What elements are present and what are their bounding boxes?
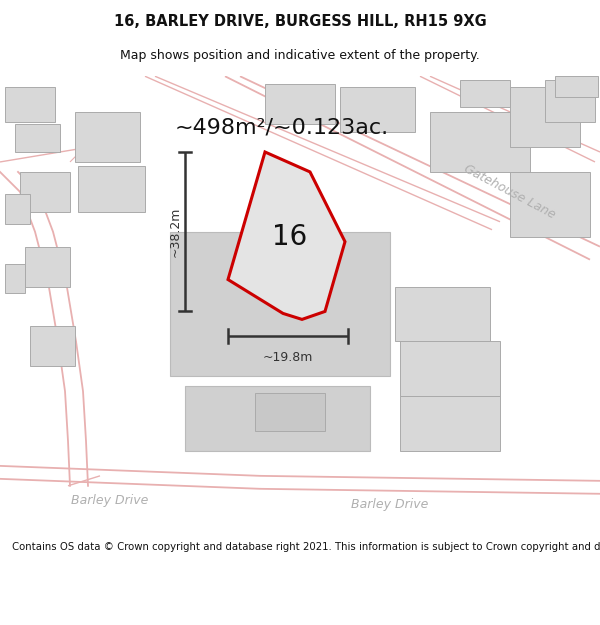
Polygon shape bbox=[75, 112, 140, 162]
Polygon shape bbox=[15, 124, 60, 152]
Polygon shape bbox=[5, 264, 25, 294]
Polygon shape bbox=[78, 166, 145, 212]
Polygon shape bbox=[5, 194, 30, 224]
Polygon shape bbox=[400, 341, 500, 396]
Text: 16: 16 bbox=[272, 222, 308, 251]
Text: ~498m²/~0.123ac.: ~498m²/~0.123ac. bbox=[175, 117, 389, 137]
Polygon shape bbox=[20, 172, 70, 212]
Polygon shape bbox=[5, 88, 55, 122]
Text: ~19.8m: ~19.8m bbox=[263, 351, 313, 364]
Polygon shape bbox=[228, 152, 345, 319]
Text: 16, BARLEY DRIVE, BURGESS HILL, RH15 9XG: 16, BARLEY DRIVE, BURGESS HILL, RH15 9XG bbox=[113, 14, 487, 29]
Text: Barley Drive: Barley Drive bbox=[352, 498, 428, 511]
Text: Barley Drive: Barley Drive bbox=[71, 494, 149, 508]
Polygon shape bbox=[555, 76, 598, 97]
Polygon shape bbox=[510, 172, 590, 237]
Text: Gatehouse Lane: Gatehouse Lane bbox=[462, 162, 558, 221]
Polygon shape bbox=[30, 326, 75, 366]
Text: ~38.2m: ~38.2m bbox=[169, 206, 182, 257]
Polygon shape bbox=[255, 393, 325, 431]
Polygon shape bbox=[510, 88, 580, 147]
Polygon shape bbox=[25, 247, 70, 286]
Polygon shape bbox=[340, 88, 415, 132]
Polygon shape bbox=[185, 386, 370, 451]
Polygon shape bbox=[265, 84, 335, 124]
Text: Map shows position and indicative extent of the property.: Map shows position and indicative extent… bbox=[120, 49, 480, 62]
Polygon shape bbox=[460, 80, 510, 107]
Polygon shape bbox=[395, 286, 490, 341]
Polygon shape bbox=[170, 232, 390, 376]
Text: Contains OS data © Crown copyright and database right 2021. This information is : Contains OS data © Crown copyright and d… bbox=[12, 542, 600, 552]
Polygon shape bbox=[545, 80, 595, 122]
Polygon shape bbox=[400, 396, 500, 451]
Polygon shape bbox=[430, 112, 530, 172]
